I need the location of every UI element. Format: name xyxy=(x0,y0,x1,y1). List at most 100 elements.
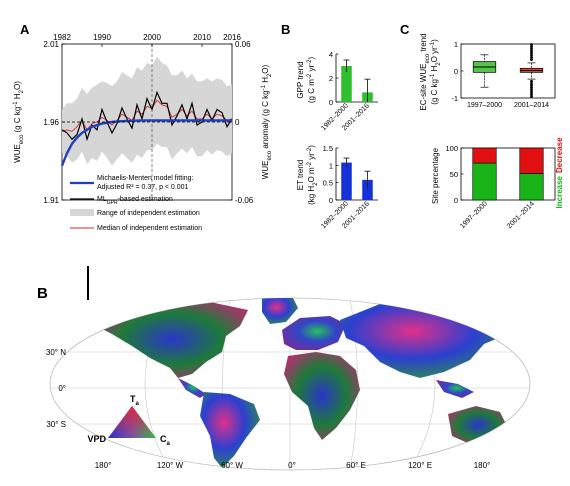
mm-fit-line xyxy=(60,119,232,167)
right-y-ticks: 0.06 0 -0.06 xyxy=(229,40,254,205)
triangle-top-label: Ta xyxy=(130,394,140,407)
panel-a-legend: Michaelis-Menten model fitting: Adjusted… xyxy=(70,175,202,232)
y-tick-label: 1 xyxy=(329,161,333,170)
left-tick-label: 1.91 xyxy=(43,196,59,205)
panel-label-map: B xyxy=(37,285,48,302)
panel-label-c: C xyxy=(400,22,410,37)
legend-range-label: Range of independent estimation xyxy=(97,210,200,217)
y-tick-label: 0 xyxy=(454,67,458,76)
right-tick-label: -0.06 xyxy=(235,196,254,205)
category-label: 1997–2000 xyxy=(459,200,489,230)
et-bars xyxy=(341,157,373,200)
y-tick-label: 0.5 xyxy=(323,179,333,188)
y-tick-label: 0 xyxy=(454,196,458,205)
right-tick-label: 0 xyxy=(235,118,240,127)
outlier-point xyxy=(530,84,533,87)
stacked-segment xyxy=(519,173,544,201)
southeast-asia xyxy=(436,380,474,398)
et-ylabel-line2: (kg H2O m-2 yr-2) xyxy=(307,145,319,205)
bar xyxy=(362,179,373,200)
y-tick-label: 0 xyxy=(329,196,333,205)
triangle-right-label: Ca xyxy=(160,434,171,447)
outlier-point xyxy=(530,58,533,62)
left-tick-label: 1.96 xyxy=(43,118,59,127)
category-label: 1997–2000 xyxy=(467,102,502,109)
box-ylabel-line1: EC-site WUEeco trend xyxy=(419,33,431,110)
y-tick-label: 4 xyxy=(329,50,333,59)
y-tick-label: 0 xyxy=(329,98,333,107)
top-tick-label: 2010 xyxy=(193,33,211,42)
outlier-point xyxy=(530,51,533,55)
panel-label-b: B xyxy=(281,22,290,37)
bar xyxy=(341,162,352,200)
triangle-left-label: VPD xyxy=(87,434,106,444)
lat-label-30s: 30° S xyxy=(46,420,66,429)
outlier-point xyxy=(530,92,533,96)
lon-label-0: 0° xyxy=(288,461,296,470)
box-ylabel-line2: (g C kg-1 H2O yr-1) xyxy=(430,39,442,105)
series-lines-layer xyxy=(60,90,233,167)
outlier-point xyxy=(530,82,533,85)
legend-median-label: Median of independent estimation xyxy=(97,225,202,232)
lat-label-0: 0° xyxy=(58,384,66,393)
stacked-segment xyxy=(472,162,497,201)
y-tick-label: 1 xyxy=(454,40,458,49)
top-tick-label: 2000 xyxy=(143,33,161,42)
outlier-point xyxy=(530,53,533,57)
outlier-point xyxy=(530,56,533,59)
box-plots xyxy=(472,43,544,98)
panel-a-right-ylabel: WUEeco anomaly (g C kg-1 H2O) xyxy=(261,64,273,179)
category-label: 2001–2014 xyxy=(506,200,536,230)
box-ticks: 1997–2000 2001–2014 1 0 -1 xyxy=(451,40,549,109)
range-band-layer xyxy=(62,56,232,166)
y-tick-label: 100 xyxy=(445,144,458,153)
legend-ml-label: MLGPR-based estimation xyxy=(97,196,173,206)
pct-ylabel: Site percentage xyxy=(431,147,440,204)
et-ylabel-line1: ET trend xyxy=(296,160,305,191)
outlier-point xyxy=(530,86,533,90)
outlier-point xyxy=(530,47,533,51)
outlier-point xyxy=(530,45,533,49)
gpp-bars xyxy=(341,59,373,102)
gpp-ylabel-line1: GPP trend xyxy=(296,61,305,98)
south-america xyxy=(200,392,260,468)
ml-gpr-line xyxy=(61,90,233,142)
panel-a-left-ylabel: WUEeco(g C kg-1 H2O) xyxy=(13,81,25,163)
outlier-point xyxy=(530,49,533,53)
panel-a-chart: 1982 1990 2000 2010 2016 2.01 1.96 1.91 0.06 0 -… xyxy=(13,33,273,232)
stacked-segment xyxy=(472,147,497,164)
legend-decrease: Decrease xyxy=(555,137,564,173)
gpp-ylabel-line2: (g C m-2 yr-2) xyxy=(307,57,316,104)
percentage-bars xyxy=(472,147,544,201)
legend-range-swatch xyxy=(70,209,94,216)
outlier-point xyxy=(530,79,533,83)
lon-label-180w: 180° xyxy=(95,461,112,470)
lon-label-120w: 120° W xyxy=(157,461,184,470)
left-tick-label: 2.01 xyxy=(43,40,59,49)
top-tick-label: 1982 xyxy=(53,33,71,42)
range-band xyxy=(62,56,232,166)
outlier-point xyxy=(530,43,533,46)
lon-label-120e: 120° E xyxy=(408,461,432,470)
north-america xyxy=(96,300,248,378)
lon-label-180e: 180° xyxy=(474,461,491,470)
y-tick-label: -1 xyxy=(451,94,458,103)
bar xyxy=(341,66,352,102)
central-america xyxy=(178,378,206,398)
top-year-ticks: 1982 1990 2000 2010 2016 xyxy=(53,33,241,47)
stacked-segment xyxy=(519,147,544,174)
lat-label-30n: 30° N xyxy=(46,348,66,357)
europe xyxy=(282,316,346,350)
legend-mm-stats: Adjusted R² = 0.37, p < 0.001 xyxy=(97,184,189,191)
left-y-ticks: 2.01 1.96 1.91 xyxy=(43,40,65,205)
africa xyxy=(284,352,360,440)
category-label: 2001–2014 xyxy=(514,102,549,109)
panel-c-charts: 1997–2000 2001–2014 1 0 -1 EC-site WUEeco tr… xyxy=(419,33,564,230)
triangle-red-overlay xyxy=(108,406,156,438)
color-triangle-legend: Ta VPD Ca xyxy=(87,394,170,447)
panel-label-a: A xyxy=(20,22,30,37)
outlier-point xyxy=(530,94,533,98)
lon-label-60e: 60° E xyxy=(346,461,366,470)
